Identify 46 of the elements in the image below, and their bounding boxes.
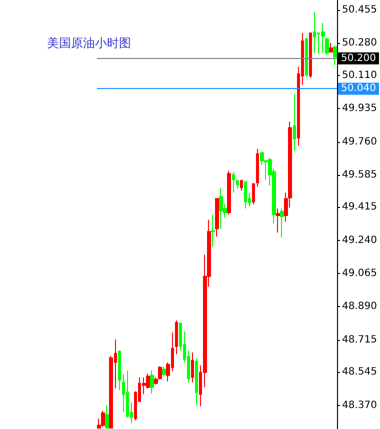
- candlestick: [118, 350, 121, 391]
- candlestick: [219, 187, 223, 230]
- y-tick-label: 50.110: [342, 70, 378, 81]
- candlestick: [276, 208, 280, 234]
- y-tick-label: 50.280: [342, 38, 378, 49]
- y-tick-label: 49.415: [342, 202, 378, 213]
- y-tick-label: 48.715: [342, 334, 378, 346]
- candlestick: [329, 42, 333, 52]
- candlestick: [101, 410, 105, 428]
- candlestick: [162, 366, 166, 377]
- candlestick: [175, 320, 178, 355]
- y-tick-label: 49.935: [342, 103, 378, 114]
- ref-line-label: 50.040: [341, 83, 376, 94]
- candlestick: [309, 32, 312, 78]
- candlestick: [105, 404, 109, 429]
- candlestick: [305, 37, 308, 78]
- candlestick: [252, 183, 255, 206]
- candlestick: [293, 93, 296, 152]
- candlestick: [195, 358, 198, 406]
- candlestick: [215, 198, 219, 238]
- candlestick: [313, 12, 316, 54]
- y-tick-label: 50.455: [342, 4, 378, 16]
- candlestick: [232, 171, 235, 194]
- candlestick: [158, 366, 162, 380]
- ref-line-label: 50.200: [341, 52, 376, 64]
- y-tick-label: 48.545: [342, 366, 378, 378]
- y-tick-label: 49.760: [342, 136, 378, 148]
- y-tick-label: 48.370: [342, 400, 378, 411]
- candlestick: [154, 376, 158, 385]
- candlestick: [227, 170, 231, 216]
- candlestick: [191, 352, 194, 383]
- candlestick: [211, 214, 215, 248]
- candlestick: [244, 181, 247, 210]
- candlestick: [150, 370, 154, 394]
- candlestick: [321, 22, 325, 54]
- text: 美国原油小时图: [47, 36, 131, 50]
- y-tick-label: 49.585: [342, 169, 378, 180]
- candlestick: [325, 37, 329, 56]
- y-tick-label: 48.890: [342, 301, 378, 312]
- y-tick-label: 49.240: [342, 234, 378, 246]
- candlestick: [280, 208, 284, 238]
- y-tick-label: 49.065: [342, 268, 378, 280]
- candlestick: [256, 148, 259, 188]
- candlestick: [240, 179, 243, 192]
- candlestick: [236, 180, 239, 190]
- candlestick: [333, 45, 337, 66]
